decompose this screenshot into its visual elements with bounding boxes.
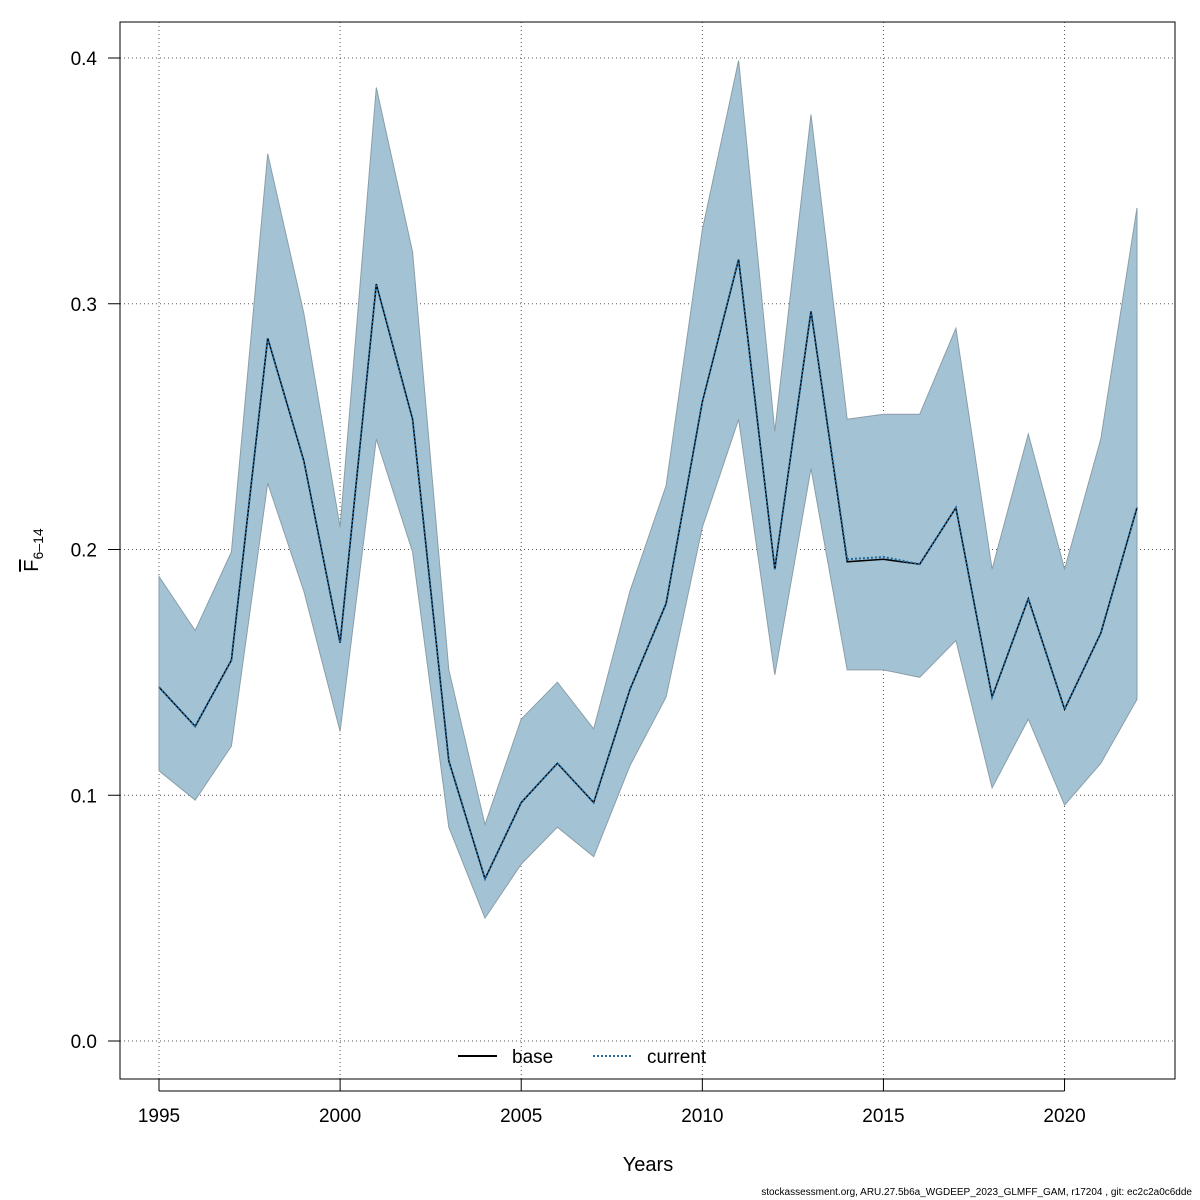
footer-source-text: stockassessment.org, ARU.27.5b6a_WGDEEP_…: [761, 1187, 1192, 1198]
x-tick-label-2000: 2000: [319, 1106, 361, 1127]
x-axis-label: Years: [623, 1154, 673, 1176]
legend-base-label: base: [512, 1047, 553, 1068]
x-tick-label-2015: 2015: [862, 1106, 904, 1127]
confidence-band: [158, 60, 1138, 920]
legend-current-label: current: [647, 1047, 707, 1068]
x-tick-label-2020: 2020: [1043, 1106, 1085, 1127]
y-axis-label-main: F: [21, 559, 43, 571]
band-area: [158, 60, 1138, 920]
x-axis: 1995 2000 2005 2010 2015 2020: [138, 1079, 1086, 1127]
y-tick-label-0.4: 0.4: [71, 49, 98, 70]
y-tick-label-0.1: 0.1: [71, 786, 97, 807]
legend: base current: [458, 1047, 707, 1068]
y-axis-label-sub: 6–14: [30, 528, 46, 559]
svg-text:F6–14: F6–14: [21, 528, 46, 572]
x-tick-label-2010: 2010: [681, 1106, 723, 1127]
x-tick-label-2005: 2005: [500, 1106, 542, 1127]
plot-frame: [119, 21, 1176, 1080]
y-tick-label-0.0: 0.0: [71, 1032, 97, 1053]
series-line-current: [158, 259, 1138, 882]
y-axis-label: F6–14: [21, 528, 46, 572]
y-axis: 0.0 0.1 0.2 0.3 0.4: [71, 49, 120, 1053]
y-tick-label-0.2: 0.2: [71, 541, 97, 562]
series-lines: [158, 259, 1138, 882]
x-tick-label-1995: 1995: [138, 1106, 180, 1127]
y-tick-label-0.3: 0.3: [71, 295, 97, 316]
